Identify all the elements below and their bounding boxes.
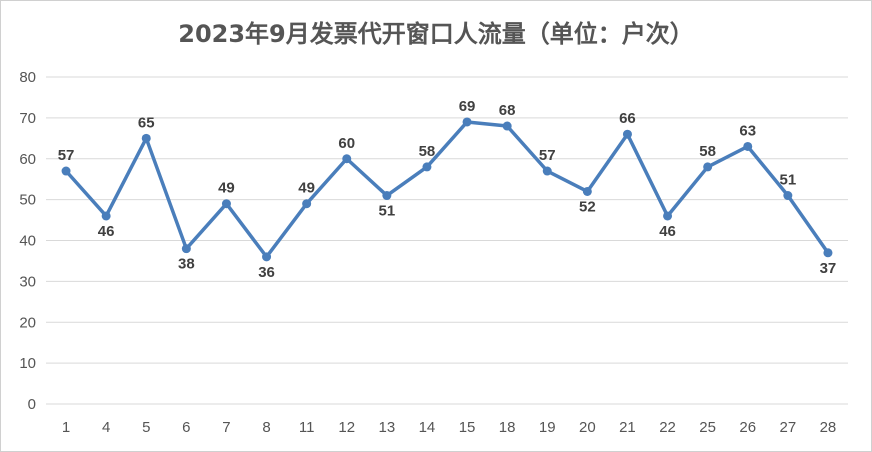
- data-point: [342, 154, 352, 164]
- data-label: 60: [338, 135, 355, 152]
- data-point: [422, 162, 432, 172]
- data-label: 36: [258, 264, 275, 281]
- x-tick-label: 12: [338, 419, 355, 436]
- data-point: [703, 162, 713, 172]
- data-label: 58: [419, 143, 436, 160]
- data-label: 63: [739, 122, 756, 139]
- data-point: [61, 166, 71, 176]
- y-tick-label: 70: [19, 110, 36, 127]
- x-tick-label: 28: [820, 419, 837, 436]
- chart-title: 2023年9月发票代开窗口人流量（单位：户次）: [178, 20, 694, 48]
- data-point: [302, 199, 312, 209]
- x-tick-label: 11: [299, 419, 315, 436]
- data-point: [262, 252, 272, 262]
- y-tick-label: 30: [19, 273, 36, 290]
- x-tick-label: 19: [539, 419, 556, 436]
- data-point: [663, 211, 673, 221]
- y-tick-label: 0: [28, 396, 36, 413]
- data-label: 49: [298, 180, 315, 197]
- x-tick-label: 1: [62, 419, 70, 436]
- data-point: [141, 133, 151, 143]
- x-tick-label: 26: [739, 419, 756, 436]
- data-labels: 57 46 65 38 49 36 49 60 51 58 69 68 57 52 66 46 58 63 51 37: [58, 98, 837, 281]
- y-tick-label: 50: [19, 192, 36, 209]
- x-tick-label: 5: [142, 419, 150, 436]
- data-label: 68: [499, 102, 516, 119]
- x-tick-label: 6: [182, 419, 190, 436]
- x-tick-label: 14: [419, 419, 436, 436]
- data-point: [181, 244, 191, 254]
- data-label: 57: [58, 147, 75, 164]
- data-point: [783, 191, 793, 201]
- x-tick-label: 15: [459, 419, 476, 436]
- data-label: 57: [539, 147, 556, 164]
- data-point: [462, 117, 472, 127]
- data-label: 66: [619, 110, 636, 127]
- data-label: 52: [579, 198, 596, 215]
- x-tick-label: 20: [579, 419, 596, 436]
- y-tick-label: 20: [19, 314, 36, 331]
- data-point: [542, 166, 552, 176]
- x-tick-label: 7: [222, 419, 230, 436]
- gridlines: [46, 76, 848, 405]
- data-point: [101, 211, 111, 221]
- y-axis: 0 10 20 30 40 50 60 70 80: [19, 69, 36, 413]
- x-tick-label: 21: [619, 419, 636, 436]
- data-label: 58: [699, 143, 716, 160]
- x-tick-label: 27: [780, 419, 797, 436]
- x-tick-label: 22: [659, 419, 676, 436]
- data-point: [622, 129, 632, 139]
- data-point: [502, 121, 512, 131]
- series-polyline: [64, 120, 830, 259]
- y-tick-label: 40: [19, 233, 36, 250]
- y-tick-label: 10: [19, 355, 36, 372]
- x-tick-label: 25: [699, 419, 716, 436]
- data-point: [582, 186, 592, 196]
- data-label: 69: [459, 98, 476, 115]
- data-label: 37: [820, 260, 837, 277]
- data-point: [221, 199, 231, 209]
- data-label: 49: [218, 180, 235, 197]
- data-point: [743, 141, 753, 151]
- x-tick-label: 13: [379, 419, 396, 436]
- y-tick-label: 60: [19, 151, 36, 168]
- data-label: 38: [178, 256, 195, 273]
- x-tick-label: 18: [499, 419, 516, 436]
- data-point: [382, 191, 392, 201]
- data-label: 65: [138, 114, 155, 131]
- data-label: 46: [98, 223, 115, 240]
- x-tick-label: 4: [102, 419, 110, 436]
- y-tick-label: 80: [19, 69, 36, 86]
- data-label: 46: [659, 223, 676, 240]
- data-label: 51: [780, 172, 797, 189]
- x-axis: 1 4 5 6 7 8 11 12 13 14 15 18 19 20 21 22 25 26 27 28: [62, 419, 836, 436]
- data-label: 51: [379, 203, 396, 220]
- x-tick-label: 8: [262, 419, 270, 436]
- data-point: [823, 248, 833, 258]
- series-line: [61, 117, 833, 262]
